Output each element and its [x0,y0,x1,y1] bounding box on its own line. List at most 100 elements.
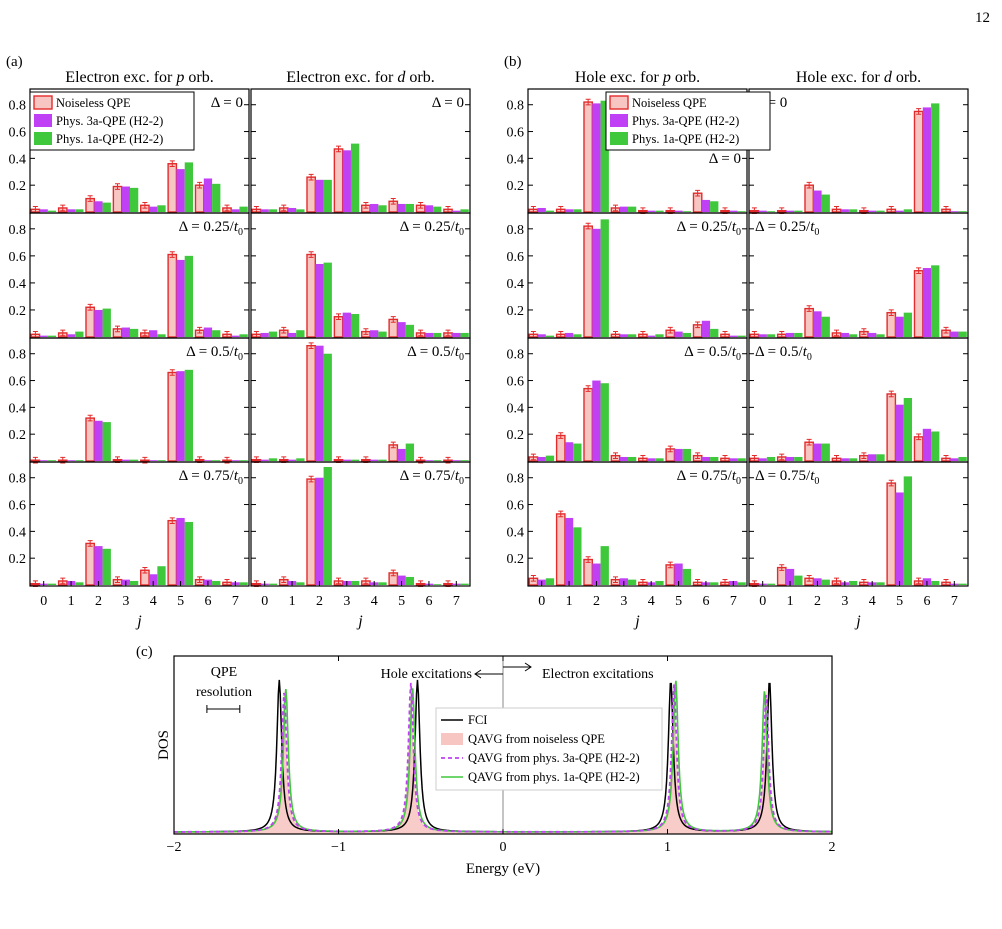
error-bar [916,577,922,585]
error-bar [336,313,342,321]
bar [545,335,555,337]
bar [583,558,593,586]
bar [94,201,103,212]
error-bar [445,329,451,337]
bar [950,458,959,461]
bar [268,458,278,461]
y-tick-label: 0.4 [9,401,27,416]
delta-label: Δ = 0.25/t0 [755,219,819,238]
bar [306,253,316,338]
bar [868,454,877,461]
bar [405,203,415,212]
error-bar [224,579,230,586]
bar [231,209,240,212]
y-tick-label: 0.4 [507,525,525,540]
x-tick-label: 1 [664,840,671,855]
dos-legend-swatch [441,733,463,745]
error-bar [142,201,148,209]
error-bar [530,330,536,338]
error-bar [418,201,424,209]
bar [405,324,415,337]
bar [268,583,278,585]
panel-letter-a: (a) [6,54,23,70]
bar [323,179,332,212]
error-bar [253,206,259,213]
bar [39,209,48,212]
bar [950,331,959,337]
bar [737,458,746,461]
bar [564,442,574,461]
bar [231,335,240,337]
bar [323,467,332,585]
bar [460,460,469,461]
bar [350,143,360,212]
legend-swatch [609,95,629,110]
bar [94,420,103,461]
bar [758,334,767,337]
bar [766,334,776,337]
bar [655,334,664,337]
error-bar [363,328,369,335]
error-bar [585,222,591,230]
x-tick-label: 7 [730,594,737,609]
bar [813,311,822,337]
bar [564,332,574,337]
bar [592,563,601,585]
x-tick-label: 7 [951,594,958,609]
bar [129,328,139,337]
error-bar [60,577,66,585]
bar-chart-title: Electron exc. for d orb. [286,69,434,86]
bar [573,334,582,337]
bar [157,205,166,212]
bar [848,458,858,461]
bar [592,228,601,337]
bar [306,478,316,586]
bar [564,209,574,212]
bar [655,458,664,461]
bar [239,206,248,212]
dos-legend-label: FCI [468,713,487,727]
bar [75,460,84,461]
bar [94,546,103,585]
error-bar [943,455,949,462]
error-bar [308,173,314,181]
x-axis-label: Energy (eV) [466,861,540,877]
error-bar [640,455,646,462]
bar [129,187,139,212]
bar [129,459,139,461]
error-bar [308,342,314,349]
error-bar [806,181,812,189]
bar [895,492,904,585]
bar [157,334,166,337]
x-tick-label: 3 [620,594,627,609]
bar [350,580,360,585]
bar [260,332,269,337]
y-tick-label: 0.8 [507,99,525,114]
bar [895,404,904,461]
x-tick-label: 6 [204,594,211,609]
x-tick-label: 5 [398,594,405,609]
error-bar [530,453,536,461]
bar [315,179,324,212]
bar [886,311,897,338]
error-bar [308,251,314,258]
qpe-resolution-bar [206,705,241,713]
bar [766,456,776,461]
error-bar [943,579,949,586]
bar-chart-title: Hole exc. for p orb. [575,69,700,86]
y-tick-label: 0.8 [9,348,27,363]
error-bar [363,577,369,585]
x-tick-label: 7 [232,594,239,609]
bar [682,211,692,212]
y-tick-label: 0.8 [9,223,27,238]
error-bar [336,577,342,585]
bar [378,331,387,337]
bar [460,332,469,337]
error-bar [916,267,922,275]
delta-label: Δ = 0.75/t0 [179,468,243,487]
x-tick-label: 1 [566,594,573,609]
bar [674,563,683,585]
error-bar [640,330,646,338]
bar [102,422,111,461]
